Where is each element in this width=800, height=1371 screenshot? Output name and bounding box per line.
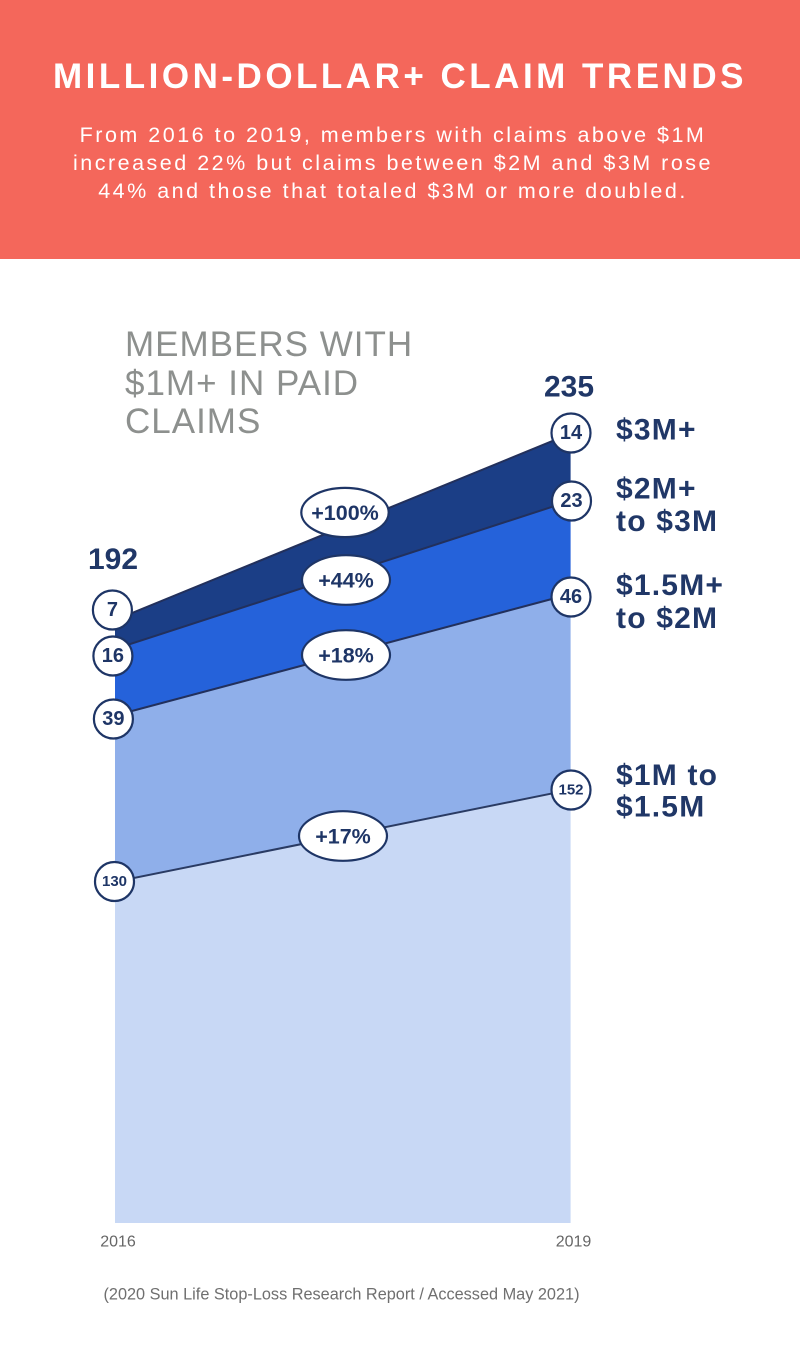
svg-text:$1.5M: $1.5M: [616, 791, 705, 824]
svg-text:(2020 Sun Life Stop-Loss Resea: (2020 Sun Life Stop-Loss Research Report…: [103, 1286, 579, 1304]
svg-text:2019: 2019: [556, 1234, 592, 1251]
svg-text:39: 39: [102, 708, 124, 730]
svg-text:$3M+: $3M+: [616, 414, 697, 447]
svg-text:192: 192: [88, 543, 138, 576]
svg-text:46: 46: [560, 586, 582, 608]
svg-text:$1M to: $1M to: [616, 759, 718, 792]
svg-text:130: 130: [102, 873, 127, 890]
svg-text:+17%: +17%: [315, 825, 371, 849]
svg-text:2016: 2016: [100, 1234, 136, 1251]
svg-text:+100%: +100%: [311, 501, 379, 525]
svg-text:7: 7: [107, 599, 118, 621]
svg-text:$2M+: $2M+: [616, 473, 697, 506]
svg-text:16: 16: [102, 645, 124, 667]
svg-text:+18%: +18%: [318, 644, 374, 668]
svg-text:14: 14: [560, 422, 583, 444]
svg-text:to $3M: to $3M: [616, 505, 718, 538]
svg-text:to $2M: to $2M: [616, 602, 718, 635]
svg-text:23: 23: [560, 490, 582, 512]
svg-text:152: 152: [558, 782, 583, 799]
svg-text:$1.5M+: $1.5M+: [616, 569, 724, 602]
svg-text:235: 235: [544, 371, 594, 404]
svg-text:+44%: +44%: [318, 569, 374, 593]
